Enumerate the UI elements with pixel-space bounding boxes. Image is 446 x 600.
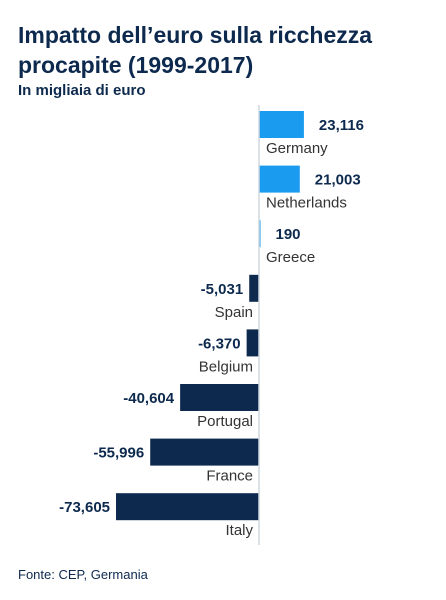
value-label-portugal: -40,604 [123, 390, 175, 407]
source-note: Fonte: CEP, Germania [18, 567, 148, 582]
bar-netherlands [259, 165, 300, 193]
category-label-netherlands: Netherlands [266, 195, 347, 212]
chart-subtitle: In migliaia di euro [18, 82, 146, 99]
category-label-belgium: Belgium [199, 358, 253, 375]
value-label-netherlands: 21,003 [315, 172, 361, 189]
bar-france [150, 438, 259, 466]
category-label-italy: Italy [225, 522, 253, 539]
category-label-france: France [206, 468, 253, 485]
category-label-germany: Germany [266, 140, 328, 157]
value-label-belgium: -6,370 [198, 335, 241, 352]
value-label-germany: 23,116 [319, 117, 364, 134]
category-label-portugal: Portugal [197, 413, 253, 430]
value-label-spain: -5,031 [201, 281, 244, 298]
chart-title: Impatto dell’euro sulla ricchezza procap… [18, 22, 373, 78]
value-label-france: -55,996 [93, 445, 144, 462]
category-label-spain: Spain [215, 304, 253, 321]
bar-spain [249, 274, 259, 302]
category-label-greece: Greece [266, 249, 315, 266]
bar-belgium [246, 329, 259, 357]
bar-portugal [180, 384, 259, 411]
bar-italy [116, 493, 259, 521]
value-label-italy: -73,605 [59, 499, 110, 516]
value-label-greece: 190 [276, 226, 301, 243]
bar-germany [259, 111, 304, 138]
